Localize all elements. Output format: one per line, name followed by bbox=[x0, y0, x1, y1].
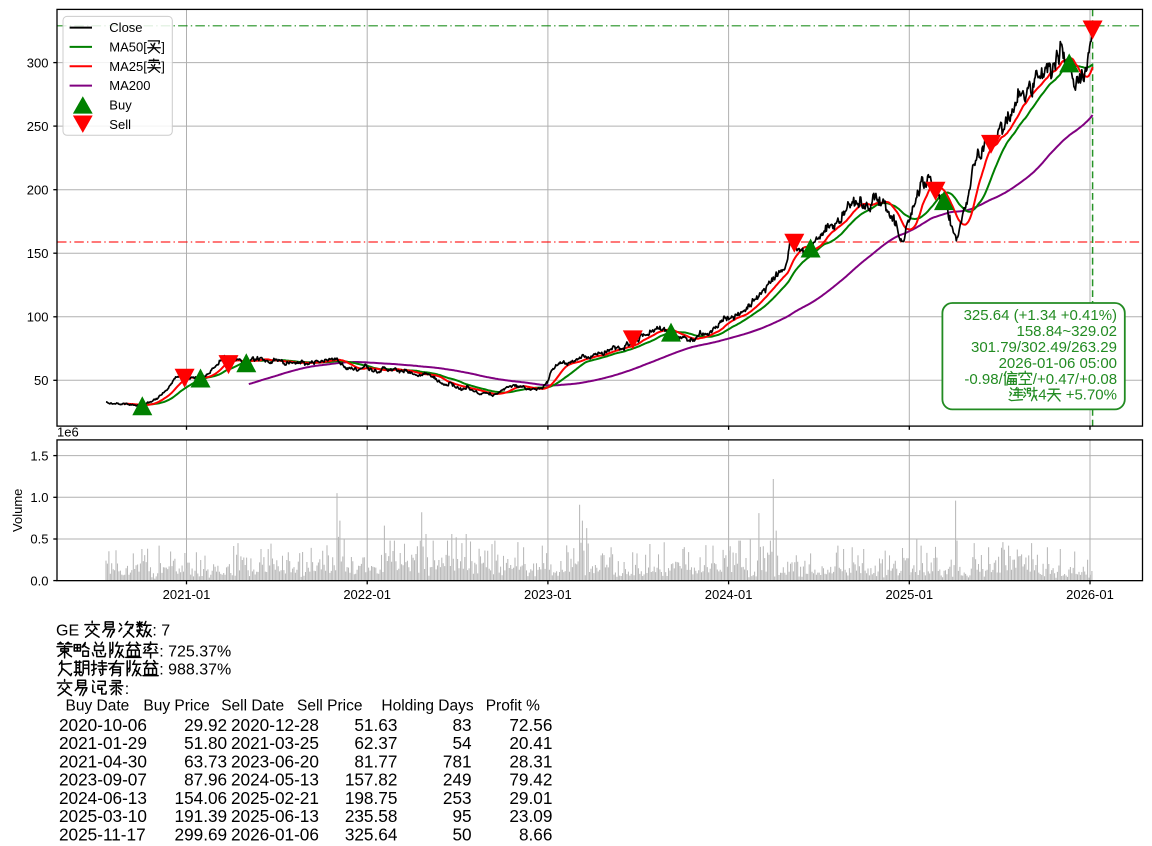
svg-text:: 988.37%: : 988.37% bbox=[159, 662, 231, 679]
svg-text:81.77: 81.77 bbox=[354, 751, 397, 771]
svg-text:2025-02-21: 2025-02-21 bbox=[231, 788, 319, 808]
svg-text:1e6: 1e6 bbox=[57, 425, 79, 440]
svg-text:Profit %: Profit % bbox=[486, 698, 540, 715]
svg-text:2024-01: 2024-01 bbox=[705, 587, 753, 602]
svg-text:2021-01-29: 2021-01-29 bbox=[59, 733, 147, 753]
svg-text::: : bbox=[125, 681, 129, 698]
svg-text:]: ] bbox=[161, 59, 165, 74]
svg-text:Sell Price: Sell Price bbox=[297, 698, 362, 715]
svg-text:300: 300 bbox=[27, 55, 49, 70]
svg-text:2025-01: 2025-01 bbox=[885, 587, 933, 602]
svg-text:2026-01: 2026-01 bbox=[1066, 587, 1114, 602]
svg-text:2026-01-06: 2026-01-06 bbox=[231, 825, 319, 845]
svg-text:2022-01: 2022-01 bbox=[343, 587, 391, 602]
svg-text:2024-06-13: 2024-06-13 bbox=[59, 788, 147, 808]
svg-text:95: 95 bbox=[452, 806, 471, 826]
svg-text:2024-05-13: 2024-05-13 bbox=[231, 770, 319, 790]
svg-text:50: 50 bbox=[452, 825, 471, 845]
svg-text:0.5: 0.5 bbox=[30, 532, 48, 547]
svg-text:51.63: 51.63 bbox=[354, 715, 397, 735]
svg-text:MA50[: MA50[ bbox=[109, 40, 147, 55]
svg-text:249: 249 bbox=[443, 770, 472, 790]
svg-text:301.79/302.49/263.29: 301.79/302.49/263.29 bbox=[971, 339, 1117, 356]
svg-text:2021-04-30: 2021-04-30 bbox=[59, 751, 147, 771]
svg-text:4: 4 bbox=[1038, 387, 1046, 404]
svg-text:-0.98/: -0.98/ bbox=[964, 371, 1003, 388]
svg-text:83: 83 bbox=[452, 715, 471, 735]
svg-text:Buy: Buy bbox=[109, 98, 132, 113]
svg-text:191.39: 191.39 bbox=[175, 806, 228, 826]
svg-text:2025-11-17: 2025-11-17 bbox=[59, 825, 146, 845]
svg-text:: 7: : 7 bbox=[152, 623, 170, 640]
svg-text:235.58: 235.58 bbox=[345, 806, 398, 826]
svg-text:2026-01-06 05:00: 2026-01-06 05:00 bbox=[999, 355, 1117, 372]
svg-text:Volume: Volume bbox=[10, 489, 25, 532]
svg-text:299.69: 299.69 bbox=[175, 825, 228, 845]
svg-text:]: ] bbox=[161, 40, 165, 55]
svg-text:2021-03-25: 2021-03-25 bbox=[231, 733, 319, 753]
svg-text:63.73: 63.73 bbox=[184, 751, 227, 771]
svg-text:200: 200 bbox=[27, 182, 49, 197]
svg-text:2020-12-28: 2020-12-28 bbox=[231, 715, 319, 735]
svg-text:Buy Date: Buy Date bbox=[66, 698, 130, 715]
svg-text:325.64: 325.64 bbox=[345, 825, 398, 845]
svg-text:1.5: 1.5 bbox=[30, 448, 48, 463]
svg-text:51.80: 51.80 bbox=[184, 733, 227, 753]
svg-text:Close: Close bbox=[109, 20, 142, 35]
svg-text:87.96: 87.96 bbox=[184, 770, 227, 790]
svg-text:8.66: 8.66 bbox=[519, 825, 552, 845]
svg-text:28.31: 28.31 bbox=[509, 751, 552, 771]
svg-text:29.01: 29.01 bbox=[509, 788, 552, 808]
svg-text:2023-06-20: 2023-06-20 bbox=[231, 751, 319, 771]
svg-text:/+0.47/+0.08: /+0.47/+0.08 bbox=[1033, 371, 1117, 388]
svg-text:Sell: Sell bbox=[109, 117, 131, 132]
svg-text:72.56: 72.56 bbox=[509, 715, 552, 735]
svg-text:2023-09-07: 2023-09-07 bbox=[59, 770, 147, 790]
svg-text:0.0: 0.0 bbox=[30, 573, 48, 588]
svg-text:Sell Date: Sell Date bbox=[221, 698, 284, 715]
svg-text:2025-06-13: 2025-06-13 bbox=[231, 806, 319, 826]
svg-text:62.37: 62.37 bbox=[354, 733, 397, 753]
svg-text:MA200: MA200 bbox=[109, 78, 150, 93]
svg-text:29.92: 29.92 bbox=[184, 715, 227, 735]
svg-text:325.64 (+1.34 +0.41%): 325.64 (+1.34 +0.41%) bbox=[964, 307, 1117, 324]
svg-text:198.75: 198.75 bbox=[345, 788, 398, 808]
svg-text:781: 781 bbox=[443, 751, 472, 771]
svg-text:20.41: 20.41 bbox=[509, 733, 552, 753]
svg-text:Holding Days: Holding Days bbox=[381, 698, 473, 715]
svg-text:2025-03-10: 2025-03-10 bbox=[59, 806, 147, 826]
svg-text:2020-10-06: 2020-10-06 bbox=[59, 715, 147, 735]
svg-text:1.0: 1.0 bbox=[30, 490, 48, 505]
svg-text:+5.70%: +5.70% bbox=[1066, 387, 1117, 404]
svg-text:157.82: 157.82 bbox=[345, 770, 398, 790]
svg-text:2023-01: 2023-01 bbox=[524, 587, 572, 602]
svg-text:79.42: 79.42 bbox=[509, 770, 552, 790]
svg-text:MA25[: MA25[ bbox=[109, 59, 147, 74]
svg-text:250: 250 bbox=[27, 119, 49, 134]
svg-text:54: 54 bbox=[452, 733, 472, 753]
svg-text:23.09: 23.09 bbox=[509, 806, 552, 826]
svg-text:Buy Price: Buy Price bbox=[143, 698, 209, 715]
svg-text:2021-01: 2021-01 bbox=[163, 587, 211, 602]
svg-text:150: 150 bbox=[27, 246, 49, 261]
svg-text:50: 50 bbox=[34, 373, 48, 388]
svg-text:253: 253 bbox=[443, 788, 472, 808]
svg-text:: 725.37%: : 725.37% bbox=[159, 643, 231, 660]
svg-text:158.84~329.02: 158.84~329.02 bbox=[1017, 323, 1118, 340]
svg-text:154.06: 154.06 bbox=[175, 788, 228, 808]
svg-text:100: 100 bbox=[27, 309, 49, 324]
svg-text:GE: GE bbox=[56, 623, 79, 640]
